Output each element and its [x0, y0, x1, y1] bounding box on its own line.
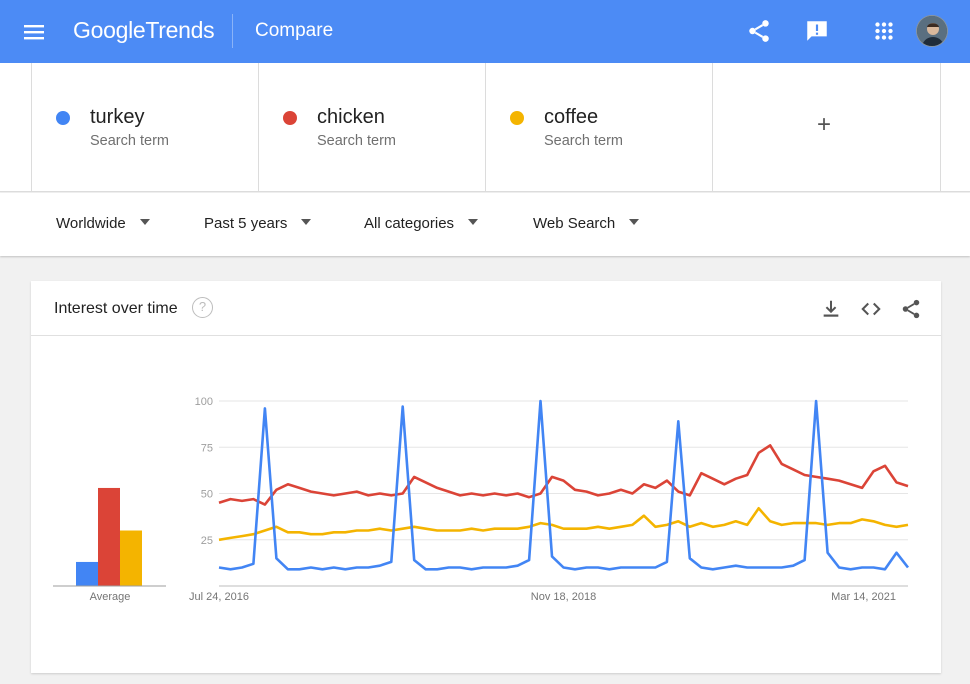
category-value: All categories: [364, 215, 455, 232]
interest-chart: 100 75 50 25 Average Jul 24, 2016 Nov 18, 20…: [53, 396, 910, 603]
term-name: coffee: [544, 106, 599, 128]
add-comparison-button[interactable]: +: [712, 63, 941, 191]
series-line-coffee: [218, 507, 909, 542]
chicken-color-dot: [283, 111, 297, 125]
chart-lines: [218, 399, 910, 571]
header-divider: [232, 14, 233, 48]
y-tick-label: 75: [201, 442, 213, 454]
user-avatar[interactable]: [916, 15, 948, 47]
region-dropdown[interactable]: Worldwide: [56, 215, 150, 232]
interest-over-time-card: Interest over time ? 100 75 50 25 Average J…: [31, 281, 941, 673]
average-bar-coffee: [120, 530, 142, 586]
term-type: Search term: [544, 133, 623, 149]
x-tick-label: Jul 24, 2016: [189, 591, 249, 603]
y-tick-label: 50: [201, 489, 213, 501]
term-turkey[interactable]: turkey Search term: [31, 63, 258, 191]
app-header: GoogleTrends Compare: [0, 0, 970, 63]
hamburger-menu-icon[interactable]: [20, 20, 48, 44]
share-icon[interactable]: [746, 18, 772, 44]
search-type-value: Web Search: [533, 215, 616, 232]
dropdown-caret-icon: [468, 219, 479, 226]
y-tick-label: 25: [201, 535, 213, 547]
coffee-color-dot: [510, 111, 524, 125]
dropdown-caret-icon: [629, 219, 640, 226]
time-range-dropdown[interactable]: Past 5 years: [204, 215, 312, 232]
turkey-color-dot: [56, 111, 70, 125]
average-bar-chicken: [98, 487, 120, 586]
embed-code-icon[interactable]: [860, 298, 882, 320]
dropdown-caret-icon: [139, 219, 150, 226]
term-type: Search term: [90, 133, 169, 149]
help-icon[interactable]: ?: [192, 297, 213, 318]
plus-icon: +: [817, 111, 832, 138]
chart-grid: [219, 400, 908, 587]
term-type: Search term: [317, 133, 396, 149]
average-bars: Average: [53, 487, 166, 603]
series-line-chicken: [218, 444, 909, 506]
x-tick-label: Mar 14, 2021: [831, 591, 896, 603]
term-chicken[interactable]: chicken Search term: [258, 63, 485, 191]
y-tick-label: 100: [195, 396, 213, 408]
term-name: turkey: [90, 106, 145, 128]
x-tick-label: Nov 18, 2018: [531, 591, 596, 603]
time-range-value: Past 5 years: [204, 215, 288, 232]
google-trends-logo[interactable]: GoogleTrends: [73, 17, 215, 43]
download-icon[interactable]: [820, 298, 842, 320]
page-title: Compare: [255, 20, 334, 41]
dropdown-caret-icon: [301, 219, 312, 226]
card-title: Interest over time: [54, 300, 178, 317]
feedback-icon[interactable]: [804, 18, 830, 44]
term-coffee[interactable]: coffee Search term: [485, 63, 712, 191]
term-name: chicken: [317, 106, 385, 128]
card-header: Interest over time ?: [31, 281, 941, 336]
average-bar-turkey: [76, 561, 98, 586]
apps-grid-icon[interactable]: [871, 18, 897, 44]
region-value: Worldwide: [56, 215, 126, 232]
average-label: Average: [90, 591, 131, 603]
search-terms-bar: turkey Search term chicken Search term c…: [0, 63, 970, 192]
x-axis-ticks: Jul 24, 2016 Nov 18, 2018 Mar 14, 2021: [189, 591, 896, 603]
filter-bar: Worldwide Past 5 years All categories We…: [0, 193, 970, 256]
share-icon[interactable]: [900, 298, 922, 320]
series-line-turkey: [218, 399, 910, 571]
y-axis-ticks: 100 75 50 25: [195, 396, 213, 547]
category-dropdown[interactable]: All categories: [364, 215, 479, 232]
search-type-dropdown[interactable]: Web Search: [533, 215, 640, 232]
